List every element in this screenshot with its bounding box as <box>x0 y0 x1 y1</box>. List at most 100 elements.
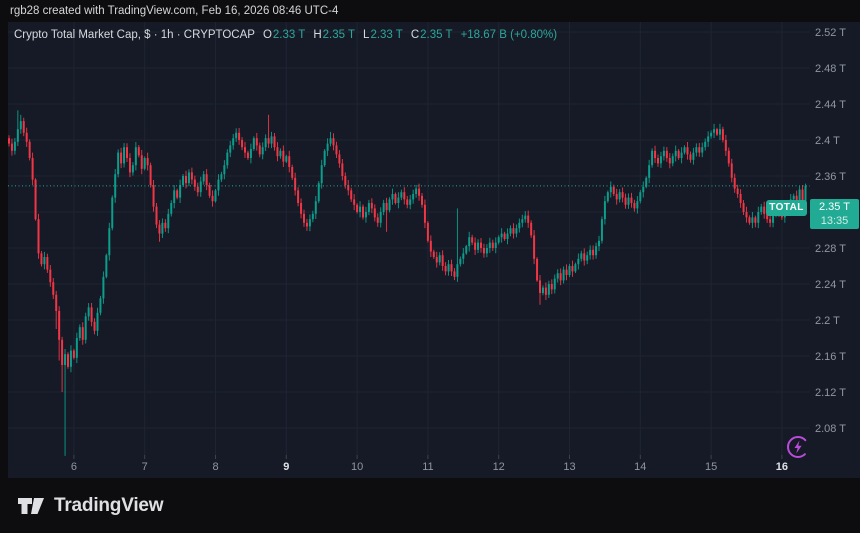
candle-body <box>763 206 766 214</box>
candle-body <box>350 190 353 200</box>
candle-body <box>509 228 512 234</box>
candle-body <box>220 174 223 180</box>
candle-body <box>382 203 385 212</box>
candle-body <box>196 186 199 193</box>
bar-countdown: 13:35 <box>820 214 849 227</box>
candle-body <box>645 177 648 187</box>
x-axis-label: 16 <box>776 461 788 473</box>
candle-body <box>565 269 568 275</box>
ohlc-open: O 2.33 T <box>262 29 306 41</box>
candle-body <box>453 271 456 277</box>
candle-body <box>143 158 146 169</box>
candle-body <box>500 233 503 238</box>
tradingview-logo[interactable]: TradingView <box>17 495 164 517</box>
chart-area[interactable]: 2.52 T2.48 T2.44 T2.4 T2.36 T2.32 T2.28 … <box>0 22 860 478</box>
candle-body <box>677 150 680 158</box>
candle-body <box>447 264 450 272</box>
y-axis-label: 2.4 T <box>815 135 840 147</box>
candle-body <box>480 242 482 248</box>
candle-body <box>353 199 356 205</box>
candle-body <box>22 121 25 133</box>
candle-body <box>497 237 500 243</box>
time-axis[interactable]: 6 7 8 9 10 11 12 13 14 15 16 <box>71 455 788 473</box>
footer-bar: TradingView <box>0 478 860 533</box>
candle-body <box>205 174 208 185</box>
candle-body <box>598 240 600 247</box>
candle-body <box>123 147 126 164</box>
candle-body <box>338 154 341 164</box>
candle-body <box>701 147 704 153</box>
candle-body <box>46 257 49 270</box>
candle-body <box>494 242 497 248</box>
candle-body <box>391 194 394 200</box>
candle-body <box>167 213 170 229</box>
candle-body <box>491 242 494 248</box>
candle-body <box>465 246 468 254</box>
candle-body <box>716 129 718 135</box>
lightning-icon <box>787 436 809 458</box>
x-axis-label: 10 <box>351 461 363 473</box>
candle-body <box>665 150 668 158</box>
candle-body <box>713 129 716 133</box>
candle-body <box>482 248 485 254</box>
candle-body <box>727 150 730 164</box>
candle-body <box>238 132 241 140</box>
y-axis-label: 2.52 T <box>815 27 846 39</box>
candle-body <box>332 138 335 146</box>
candle-body <box>571 266 574 272</box>
candle-body <box>137 147 140 156</box>
candle-body <box>155 206 158 225</box>
x-axis-label: 13 <box>563 461 575 473</box>
candle-body <box>173 190 176 203</box>
candle-body <box>724 140 727 151</box>
candle-body <box>285 156 288 162</box>
candle-body <box>149 165 152 185</box>
candle-body <box>99 298 102 313</box>
price-axis[interactable]: 2.52 T2.48 T2.44 T2.4 T2.36 T2.32 T2.28 … <box>815 27 846 435</box>
candle-body <box>562 269 565 281</box>
grid-lines <box>8 22 810 455</box>
candle-body <box>801 189 804 203</box>
candle-body <box>751 217 754 223</box>
candle-body <box>421 195 423 205</box>
candle-body <box>158 224 161 234</box>
candle-body <box>164 222 167 229</box>
candle-body <box>592 249 595 256</box>
candle-body <box>477 242 480 250</box>
y-axis-label: 2.44 T <box>815 99 846 111</box>
candle-body <box>506 233 509 239</box>
candle-body <box>418 188 421 196</box>
candle-body <box>718 129 721 135</box>
candle-body <box>235 132 238 139</box>
candle-body <box>521 219 524 223</box>
candle-body <box>589 249 592 256</box>
candle-body <box>379 212 382 223</box>
symbol-legend[interactable]: Crypto Total Market Cap, $ · 1h · CRYPTO… <box>14 29 557 41</box>
candle-body <box>128 158 131 173</box>
candle-body <box>595 246 598 256</box>
candle-body <box>43 257 46 265</box>
candle-body <box>394 194 397 203</box>
candle-body <box>323 150 326 166</box>
candle-body <box>364 212 367 218</box>
candle-body <box>385 203 388 211</box>
candle-body <box>503 233 506 239</box>
y-axis-label: 2.12 T <box>815 387 846 399</box>
candle-body <box>704 141 707 148</box>
flash-replay-button[interactable] <box>784 433 812 461</box>
candle-body <box>772 213 775 223</box>
x-axis-label: 11 <box>422 461 433 473</box>
candle-body <box>748 217 751 223</box>
candlestick-chart[interactable]: 2.52 T2.48 T2.44 T2.4 T2.36 T2.32 T2.28 … <box>0 22 860 478</box>
candle-body <box>270 136 273 144</box>
candle-body <box>335 145 338 155</box>
y-axis-label: 2.08 T <box>815 423 846 435</box>
candle-body <box>733 177 736 189</box>
candle-body <box>120 152 123 164</box>
candle-body <box>58 311 61 340</box>
candle-body <box>695 147 698 153</box>
candle-body <box>559 273 562 281</box>
candle-body <box>131 165 134 173</box>
candle-body <box>96 312 99 331</box>
